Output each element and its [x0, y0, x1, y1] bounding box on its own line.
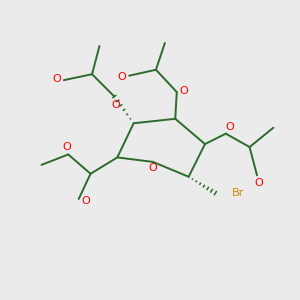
Text: O: O	[82, 196, 91, 206]
Text: O: O	[52, 74, 61, 84]
Text: O: O	[225, 122, 234, 132]
Text: O: O	[148, 164, 157, 173]
Text: O: O	[254, 178, 263, 188]
Text: O: O	[62, 142, 71, 152]
Text: O: O	[117, 72, 126, 82]
Text: Br: Br	[232, 188, 244, 197]
Text: O: O	[180, 85, 189, 96]
Text: O: O	[111, 100, 120, 110]
